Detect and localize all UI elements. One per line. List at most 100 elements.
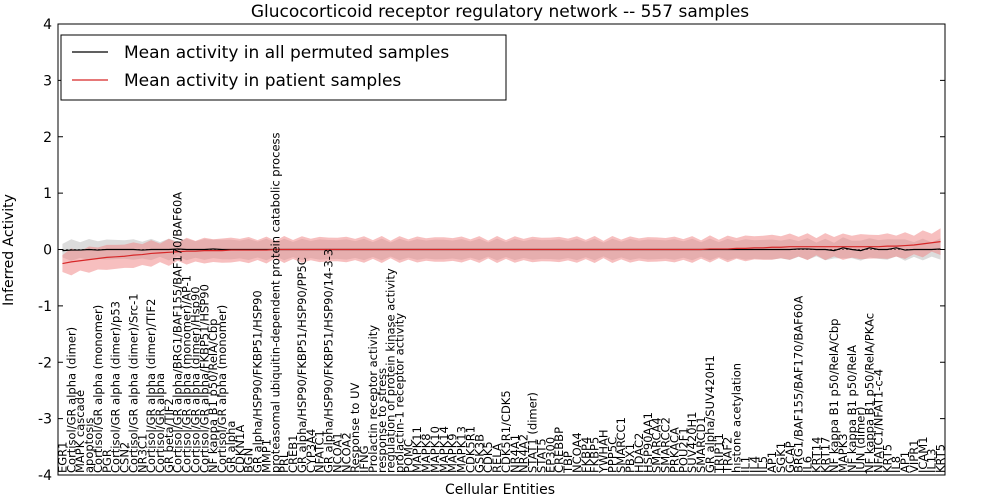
category-label: STAT5 (534, 438, 548, 473)
y-axis: -4 -3 -2 -1 0 1 2 3 4 (38, 17, 945, 484)
category-label: MAPK cascade (73, 390, 87, 473)
category-label: MAPK8 (419, 433, 433, 473)
category-label: CDK5R1 (463, 426, 477, 473)
category-label: EGR1 (55, 442, 69, 474)
confidence-bands (62, 228, 941, 276)
category-label: SGK1 (774, 442, 788, 473)
category-label: FKBP5 (588, 437, 602, 473)
category-label: Prolactin receptor activity (366, 325, 380, 473)
category-label: MAPK13 (455, 426, 469, 473)
legend: Mean activity in all permuted samples Me… (60, 34, 507, 101)
category-label: IL4 (747, 456, 761, 473)
category-label: NCOA4 (570, 432, 584, 473)
category-label: CDK5R1/CDK5 (499, 390, 513, 473)
category-label: IL8 (889, 456, 903, 473)
category-label: NCOA2 (339, 432, 353, 473)
category-label: NF kappa B1 p50/RelA/Cbp (827, 319, 841, 473)
category-label: IL6 (801, 456, 815, 473)
category-label: SUV420H1 (685, 412, 699, 474)
category-label: POU2F1 (676, 427, 690, 473)
category-label: MAPK14 (437, 426, 451, 473)
category-label: NCOA1 (330, 432, 344, 473)
category-label: GR beta/TIF2 (162, 398, 176, 473)
category-label: RELA (490, 443, 504, 473)
category-label: KRT5 (880, 444, 894, 473)
category-label: Cortisol/GR alpha (dimer)/TIF2 (144, 299, 158, 473)
category-label: BRG1/BAF155/BAF170/BAF60A (792, 296, 806, 473)
y-tick-label: -3 (38, 412, 52, 428)
category-label: MAPK9 (446, 433, 460, 473)
category-label: NFATC1/NFAT1-c-4 (871, 369, 885, 473)
category-label: KRT14 (809, 437, 823, 473)
category-label: SMARCC2 (659, 417, 673, 473)
category-label: GR alpha/HSP90/FKBP51/HSP90/PP5C (295, 257, 309, 473)
category-label: MAPK3 (836, 433, 850, 473)
category-label: SMARCD1 (694, 416, 708, 473)
category-label: ICAM1 (916, 436, 930, 473)
category-label: Cortisol/GR alpha/FKBP51/HSP90 (197, 284, 211, 473)
y-tick-label: 4 (43, 17, 52, 33)
band-patient (62, 228, 941, 276)
category-label: Response to UV (348, 382, 362, 473)
category-label: NR4A1 (508, 434, 522, 473)
category-label: STAT1 (dimer) (526, 392, 540, 473)
category-label: Cortisol/GR alpha (dimer)/Src-1 (126, 293, 140, 473)
category-label: CREB1 (286, 435, 300, 474)
category-label: MAPK11 (410, 426, 424, 473)
category-label: Cortisol/GR alpha (dimer)/p53 (109, 301, 123, 473)
category-label: NFATC1 (313, 430, 327, 473)
category-label: CREBBP (552, 427, 566, 473)
category-label: PRL (277, 451, 291, 473)
category-label: NR4A2 (517, 434, 531, 473)
y-tick-label: -1 (38, 299, 52, 315)
category-label: VIPR1 (907, 439, 921, 473)
category-label: regulation of protein kinase activity (384, 268, 398, 473)
category-label: GR alpha/HSP90/FKBP51/HSP90 (251, 290, 265, 473)
category-label: apoptosis (82, 418, 96, 473)
x-axis-label: Cellular Entities (445, 482, 555, 498)
y-tick-label: -2 (38, 355, 52, 371)
category-label: Cortisol/GR alpha (monomer) (215, 305, 229, 473)
category-label: MMP1 (259, 439, 273, 473)
category-label: TBP (561, 451, 575, 474)
category-label: PGR (100, 449, 114, 473)
category-label: SMARCA4 (650, 417, 664, 473)
category-label: HDAC2 (632, 433, 646, 473)
category-label: IL1 (738, 456, 752, 473)
y-tick-label: -4 (38, 468, 52, 484)
category-label: response to stress (375, 368, 389, 473)
category-label: IL13 (925, 449, 939, 473)
category-label: histone acetylation (730, 363, 744, 473)
category-label: JUN (dimer) (854, 406, 868, 474)
category-label: GR alpha/HSP90/FKBP51/HSP90/14-3-3 (322, 249, 336, 473)
y-tick-label: 1 (43, 186, 52, 202)
category-label: proteasomal ubiquitin-dependent protein … (268, 132, 282, 473)
category-label: GCAP (783, 441, 797, 473)
category-label: PPP5C (605, 437, 619, 473)
category-label: Cortisol/GR alpha/BRG1/BAF155/BAF170/BAF… (171, 192, 185, 473)
category-label: GR alpha/SUV420H1 (703, 355, 717, 473)
category-label: TRAF2 (721, 437, 735, 474)
y-axis-label: Inferred Activity (1, 194, 17, 306)
category-label: SMARCC1 (614, 417, 628, 473)
category-label: IL5 (756, 456, 770, 473)
category-label: IFNG (357, 445, 371, 473)
category-label: CDKN1A (233, 425, 247, 473)
series-lines (58, 241, 945, 265)
category-label: PRKACA (667, 427, 681, 473)
category-label: CSN2 (118, 442, 132, 473)
category-label: Cortisol/GR alpha (monomer)/AP-1 (180, 275, 194, 473)
category-label: TRIP11 (712, 433, 726, 474)
category-label: AP1 (898, 451, 912, 473)
category-label: Cortisol/GR alpha (153, 373, 167, 473)
category-label: KRT5 (934, 444, 948, 473)
line-patient (62, 241, 941, 265)
y-tick-label: 2 (43, 130, 52, 146)
category-label: CDK5 (481, 441, 495, 473)
chart-title: Glucocorticoid receptor regulatory netwo… (251, 2, 749, 22)
category-label: prolactin-1 receptor activity (392, 313, 406, 473)
category-label: KRT17 (818, 437, 832, 473)
category-label: BGN (242, 448, 256, 473)
